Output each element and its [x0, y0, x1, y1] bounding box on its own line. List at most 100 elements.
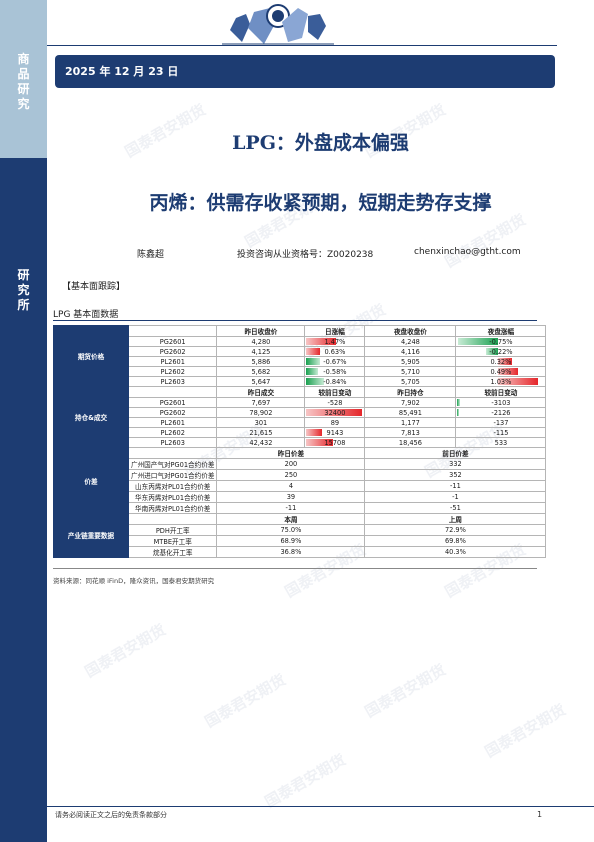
row-label: 山东丙烯对PL01合约价差 [127, 480, 218, 492]
row-label: 广州国产气对PG01合约价差 [127, 458, 218, 470]
table-row: 华东丙烯对PL01合约价差 39 -1 [54, 491, 547, 503]
bar [306, 378, 325, 385]
bar [306, 348, 321, 355]
col-header: 较前日变动 [304, 386, 366, 398]
cell-bar: 9143 [304, 427, 366, 438]
cell: 7,697 [216, 397, 306, 408]
cell-value: 1.47% [324, 337, 346, 346]
category-industry: 产业链重要数据 [53, 513, 129, 558]
cell: 7,902 [364, 397, 457, 408]
cell: 1,177 [364, 417, 457, 428]
author-name: 陈鑫超 [137, 250, 165, 260]
cell-value: 1.03% [490, 377, 512, 386]
sidebar-top-band [0, 0, 47, 158]
cell: 352 [364, 469, 547, 481]
cell: -11 [216, 502, 366, 514]
col-header: 上周 [364, 513, 547, 525]
report-date: 2025 年 12 月 23 日 [65, 65, 179, 78]
bar [306, 368, 319, 375]
category-positions: 持仓&成交 [53, 386, 129, 448]
cell: 42,432 [216, 437, 306, 448]
section-tag: 【基本面跟踪】 [62, 282, 126, 292]
row-label: 烷基化开工率 [127, 546, 218, 558]
cell-bar: -2126 [455, 407, 547, 418]
cell: 72.9% [364, 524, 547, 536]
col-header: 昨日持仓 [364, 386, 457, 398]
cell-bar: 0.49% [455, 366, 547, 377]
cell-value: -0.67% [323, 357, 347, 366]
table-row: PL2602 5,682 -0.58% 5,710 0.49% [54, 366, 547, 377]
bar [486, 348, 499, 355]
cell-value: -0.75% [489, 337, 513, 346]
cell: 69.8% [364, 535, 547, 547]
cell-value: -2126 [491, 408, 511, 417]
table-row: PL2602 21,615 9143 7,813 -115 [54, 427, 547, 438]
cell: 5,647 [216, 376, 306, 387]
cell-value: -0.84% [323, 377, 347, 386]
cell-bar: 0.63% [304, 346, 366, 357]
cell-bar: -0.75% [455, 336, 547, 347]
table-header-row: 价差 昨日价差 前日价差 [53, 447, 547, 514]
cell: 18,456 [364, 437, 457, 448]
col-header: 日涨幅 [304, 325, 366, 337]
watermark: 国泰君安期货 [261, 750, 349, 812]
cell-value: 15708 [324, 438, 346, 447]
row-label: PL2603 [127, 376, 218, 387]
cell-value: 0.63% [324, 347, 346, 356]
cell-value: -3103 [491, 398, 511, 407]
cell: -11 [364, 480, 547, 492]
bar [306, 409, 363, 416]
cell: -115 [455, 427, 547, 438]
table-row: PG2601 4,280 1.47% 4,248 -0.75% [54, 336, 547, 347]
source-rule [53, 568, 537, 569]
cell: 5,710 [364, 366, 457, 377]
cell: -1 [364, 491, 547, 503]
cell: 39 [216, 491, 366, 503]
cell: -51 [364, 502, 547, 514]
category-spreads: 价差 [53, 447, 129, 514]
table-row: 广州国产气对PG01合约价差 200 332 [54, 458, 547, 470]
cell-bar: -0.58% [304, 366, 366, 377]
row-label: PL2601 [127, 417, 218, 428]
bar [498, 358, 513, 365]
row-label: PG2602 [127, 407, 218, 418]
col-header: 昨日价差 [216, 447, 366, 459]
cell: 75.0% [216, 524, 366, 536]
cell: -137 [455, 417, 547, 428]
table-row: 广州进口气对PG01合约价差 250 352 [54, 469, 547, 481]
qualification-number: Z0020238 [327, 250, 374, 260]
row-label: PG2602 [127, 346, 218, 357]
cell-value: 0.32% [490, 357, 512, 366]
watermark: 国泰君安期货 [361, 660, 449, 722]
row-label: PL2602 [127, 427, 218, 438]
col-header: 本周 [216, 513, 366, 525]
sidebar-commodity-research-label: 商 品 研 究 [17, 52, 30, 111]
cell: -528 [304, 397, 366, 408]
cell: 533 [455, 437, 547, 448]
cell: 7,813 [364, 427, 457, 438]
sidebar-institute-label: 研 究 所 [17, 268, 30, 312]
header-rule [47, 45, 557, 46]
cell-value: -0.58% [323, 367, 347, 376]
bar [498, 368, 519, 375]
table-header-row: 期货价格 昨日收盘价 日涨幅 夜盘收盘价 夜盘涨幅 [53, 325, 547, 387]
sidebar-bottom-band [0, 158, 47, 842]
author-email[interactable]: chenxinchao@gtht.com [414, 247, 521, 257]
cell: 4,280 [216, 336, 306, 347]
watermark: 国泰君安期货 [201, 670, 289, 732]
cell: 5,682 [216, 366, 306, 377]
cell: 4 [216, 480, 366, 492]
table-row: 烷基化开工率 36.8% 40.3% [54, 546, 547, 558]
row-label: PL2603 [127, 437, 218, 448]
cell-bar: -0.84% [304, 376, 366, 387]
cell-value: -0.22% [489, 347, 513, 356]
table-header-row: 持仓&成交 昨日成交 较前日变动 昨日持仓 较前日变动 [53, 386, 547, 448]
table-title: LPG 基本面数据 [53, 310, 119, 320]
cell: 40.3% [364, 546, 547, 558]
col-header: 夜盘收盘价 [364, 325, 457, 337]
company-logo-icon [218, 2, 338, 46]
qualification-label: 投资咨询从业资格号：Z0020238 [237, 247, 373, 260]
source-note: 资料来源：同花顺 iFinD，隆众资讯，国泰君安期货研究 [53, 577, 215, 585]
col-header: 昨日成交 [216, 386, 306, 398]
row-label: PL2601 [127, 356, 218, 367]
